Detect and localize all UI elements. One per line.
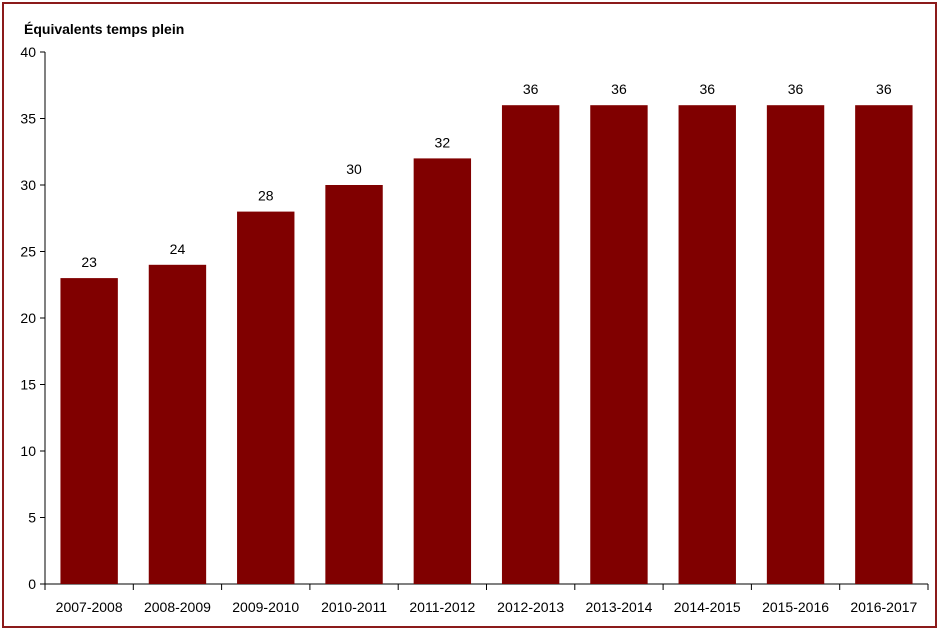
y-tick-label: 20	[20, 310, 36, 326]
x-tick-label: 2010-2011	[321, 599, 387, 615]
data-label: 28	[258, 188, 274, 204]
bar-2011-2012	[413, 158, 472, 584]
data-label: 32	[435, 134, 451, 150]
x-axis: 2007-2008 2008-2009 2009-2010 2010-2011 2011…	[44, 583, 929, 615]
bar-2013-2014	[590, 105, 648, 584]
data-label: 24	[170, 241, 186, 257]
bar-2014-2015	[678, 105, 736, 584]
x-tick-label: 2014-2015	[674, 599, 741, 615]
x-tick-label: 2016-2017	[850, 599, 917, 615]
data-label: 36	[611, 81, 627, 97]
bar-2012-2013	[501, 105, 560, 584]
data-label: 36	[523, 81, 539, 97]
data-label: 23	[81, 254, 97, 270]
y-axis: 0 5 10 15 20 25 30 35 40	[20, 44, 46, 592]
y-tick-label: 15	[20, 377, 36, 393]
bars: 23 24 28 30 32 36 36 36 36 36	[60, 81, 913, 584]
x-tick-label: 2013-2014	[585, 599, 652, 615]
data-label: 36	[788, 81, 804, 97]
y-tick-label: 35	[20, 111, 36, 127]
x-tick-label: 2011-2012	[409, 599, 475, 615]
y-axis-title: Équivalents temps plein	[24, 21, 184, 37]
data-label: 36	[876, 81, 892, 97]
y-tick-label: 0	[28, 576, 36, 592]
x-tick-label: 2008-2009	[144, 599, 211, 615]
bar-2015-2016	[766, 105, 825, 584]
x-tick-label: 2015-2016	[762, 599, 829, 615]
y-tick-label: 40	[20, 44, 36, 60]
bar-2007-2008	[60, 278, 118, 584]
bar-2010-2011	[325, 185, 383, 584]
y-tick-label: 10	[20, 443, 36, 459]
bar-2016-2017	[855, 105, 913, 584]
data-label: 36	[699, 81, 715, 97]
data-label: 30	[346, 161, 362, 177]
bar-2008-2009	[148, 264, 207, 584]
y-tick-label: 25	[20, 244, 36, 260]
y-tick-label: 30	[20, 177, 36, 193]
x-tick-label: 2007-2008	[56, 599, 123, 615]
bar-2009-2010	[237, 211, 295, 584]
y-tick-label: 5	[28, 510, 36, 526]
x-tick-label: 2012-2013	[497, 599, 564, 615]
x-tick-label: 2009-2010	[232, 599, 299, 615]
